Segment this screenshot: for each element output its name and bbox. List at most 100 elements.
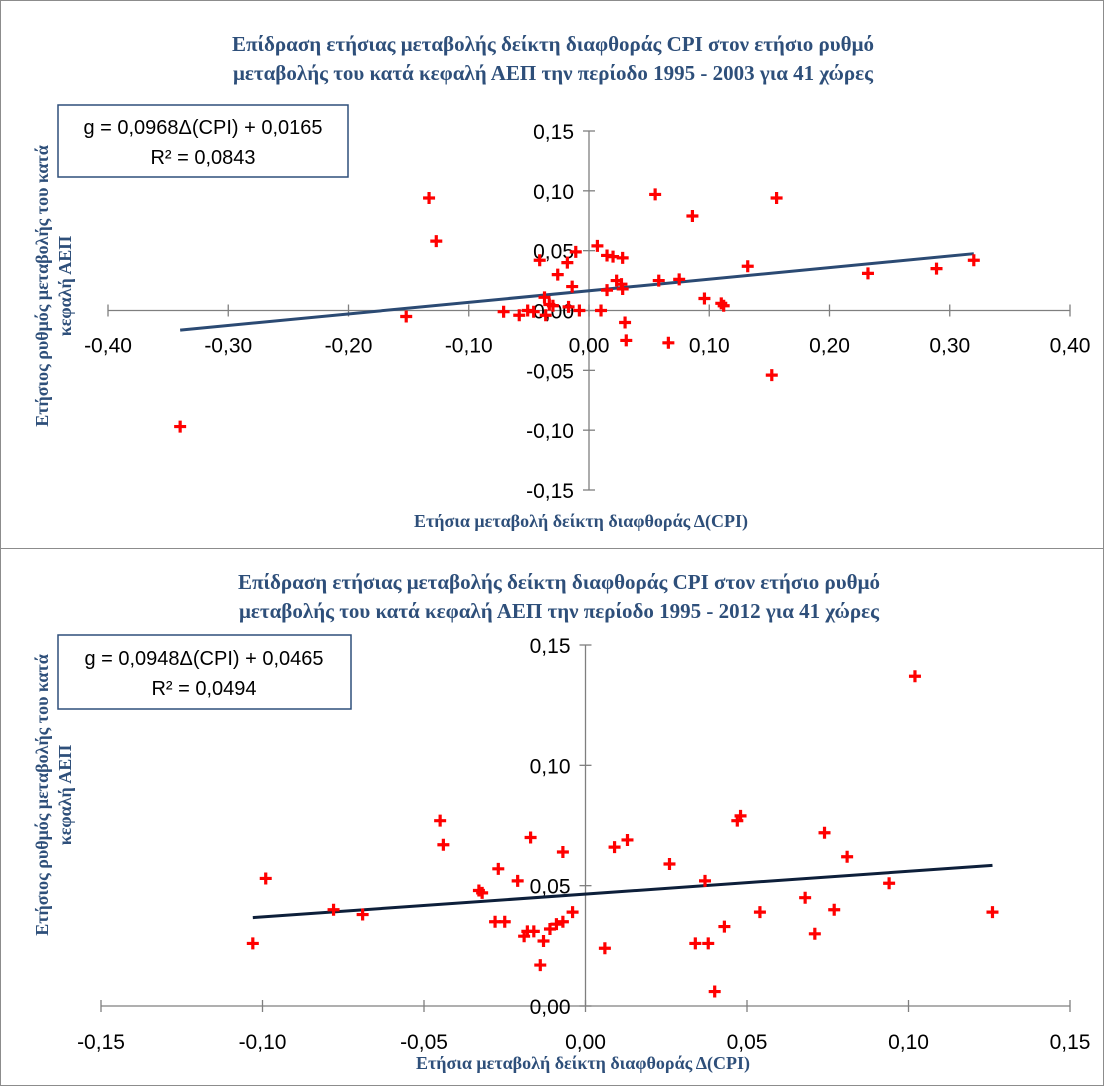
data-point [621, 833, 634, 846]
x-tick-label: 0,15 [1050, 1031, 1091, 1054]
data-point [673, 273, 686, 286]
x-tick-label: 0,20 [809, 335, 850, 358]
data-point [765, 369, 778, 382]
y-tick-label: 0,15 [533, 121, 574, 144]
data-point [259, 872, 272, 885]
data-point [861, 267, 874, 280]
data-point [616, 251, 629, 264]
data-point [828, 903, 841, 916]
data-point [591, 239, 604, 252]
data-point [492, 862, 505, 875]
data-point [566, 906, 579, 919]
data-point [741, 260, 754, 273]
y-axis-title-line-1: Ετήσιος ρυθμός μεταβολής του κατά [32, 654, 52, 936]
data-point [476, 886, 489, 899]
data-point [437, 838, 450, 851]
data-point [686, 209, 699, 222]
data-point [662, 336, 675, 349]
data-point [698, 292, 711, 305]
x-tick-label: 0,30 [929, 335, 970, 358]
data-point [527, 305, 540, 318]
data-point [434, 814, 447, 827]
y-axis-title-line-1: Ετήσιος ρυθμός μεταβολής του κατά [32, 145, 52, 427]
data-point [537, 935, 550, 948]
data-point [770, 192, 783, 205]
x-tick-label: -0,40 [84, 335, 132, 358]
data-point [663, 858, 676, 871]
data-point [356, 908, 369, 921]
data-point [689, 937, 702, 950]
data-point [717, 299, 730, 312]
data-point [616, 282, 629, 295]
data-point [511, 874, 524, 887]
data-point [967, 254, 980, 267]
r-squared: R² = 0,0843 [150, 147, 255, 169]
y-axis-title-line-2: κεφαλή ΑΕΠ [55, 236, 75, 337]
data-point [534, 959, 547, 972]
data-point [649, 188, 662, 201]
scatter-chart-1995-2003: -0,40 -0,30 -0,20 -0,10 0,00 0,10 0,20 0,30 0,40… [32, 32, 1091, 532]
y-tick-label: 0,05 [530, 876, 571, 899]
data-point [734, 809, 747, 822]
data-point [799, 891, 812, 904]
chart-title-line-2: μεταβολής του κατά κεφαλή ΑΕΠ την περίοδ… [239, 599, 880, 623]
data-point [539, 309, 552, 322]
data-point [699, 874, 712, 887]
data-point [498, 915, 511, 928]
data-point [708, 985, 721, 998]
data-point [718, 920, 731, 933]
x-axis-title: Ετήσια μεταβολή δείκτη διαφθοράς Δ(CPI) [416, 1053, 750, 1074]
trendline [180, 252, 974, 332]
x-tick-label: 0,00 [569, 335, 610, 358]
x-tick-label: -0,30 [204, 335, 252, 358]
y-tick-label: 0,10 [533, 181, 574, 204]
data-point [497, 305, 510, 318]
data-point [561, 256, 574, 269]
equation-box-frame [57, 634, 352, 710]
data-point [595, 304, 608, 317]
x-tick-label: -0,20 [325, 335, 373, 358]
data-point [601, 284, 614, 297]
data-point [652, 274, 665, 287]
data-point [883, 877, 896, 890]
data-point [400, 310, 413, 323]
x-tick-label: -0,10 [445, 335, 493, 358]
data-point [327, 903, 340, 916]
data-point [573, 304, 586, 317]
data-point [619, 316, 632, 329]
data-point [546, 299, 559, 312]
x-tick-label: -0,05 [400, 1031, 448, 1054]
y-tick-label: 0,05 [533, 241, 574, 264]
data-point [753, 906, 766, 919]
data-point [986, 906, 999, 919]
x-tick-label: -0,10 [239, 1031, 287, 1054]
data-point [569, 245, 582, 258]
chart-title-line-1: Επίδραση ετήσιας μεταβολής δείκτη διαφθο… [238, 570, 880, 594]
data-point [543, 922, 556, 935]
data-point [702, 937, 715, 950]
data-point [908, 670, 921, 683]
y-axis-title-line-2: κεφαλή ΑΕΠ [55, 745, 75, 846]
data-point [841, 850, 854, 863]
equation-box-frame [57, 104, 349, 178]
data-point [538, 291, 551, 304]
x-tick-label: 0,40 [1050, 335, 1091, 358]
data-point [550, 918, 563, 931]
data-point [562, 300, 575, 313]
data-point [818, 826, 831, 839]
x-tick-label: 0,00 [565, 1031, 606, 1054]
x-tick-label: -0,15 [77, 1031, 125, 1054]
data-point [598, 942, 611, 955]
scatter-chart-1995-2012: -0,15 -0,10 -0,05 0,00 0,05 0,10 0,15 0,15 0,10 0… [32, 570, 1091, 1074]
data-point [608, 841, 621, 854]
y-tick-label: -0,15 [526, 480, 574, 503]
data-point [715, 297, 728, 310]
data-point [246, 937, 259, 950]
equation-box: g = 0,0968Δ(CPI) + 0,0165 R² = 0,0843 [57, 104, 349, 178]
regression-equation: g = 0,0968Δ(CPI) + 0,0165 [83, 117, 322, 139]
data-point [556, 845, 569, 858]
data-point [551, 268, 564, 281]
data-point [174, 420, 187, 433]
data-point [556, 915, 569, 928]
chart-panel-1995-2012: -0,15 -0,10 -0,05 0,00 0,05 0,10 0,15 0,15 0,10 0… [0, 548, 1104, 1086]
